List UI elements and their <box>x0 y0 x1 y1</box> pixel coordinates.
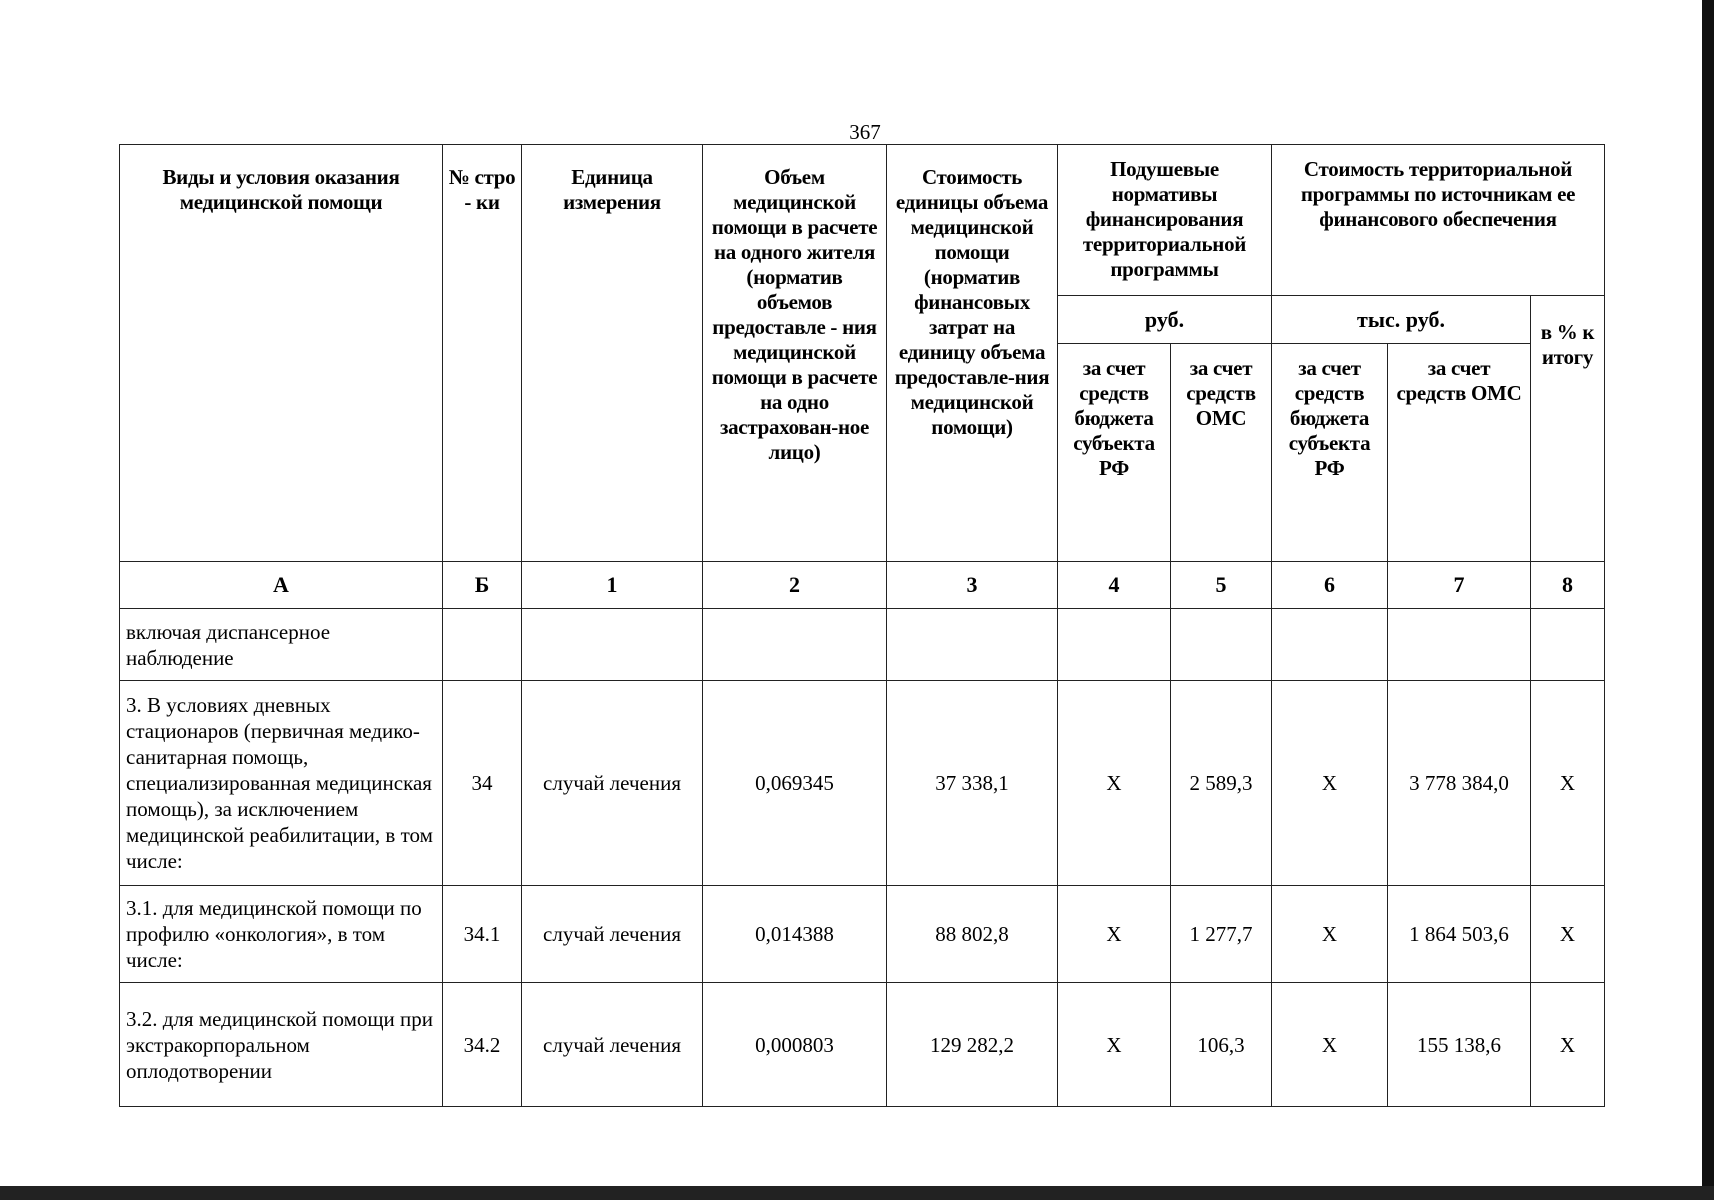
cell <box>886 608 1058 681</box>
scan-edge-bottom <box>0 1186 1714 1200</box>
cell <box>1057 608 1171 681</box>
cell-volume: 0,069345 <box>702 680 887 886</box>
cell <box>702 608 887 681</box>
financing-table: Виды и условия оказания медицинской помо… <box>119 144 1605 1107</box>
column-number: 1 <box>521 561 703 609</box>
cell-care-type: 3.1. для медицинской помощи по профилю «… <box>119 885 443 983</box>
header-oms-per-capita: за счет средств ОМС <box>1170 343 1272 562</box>
cell-care-type: 3.2. для медицинской помощи при экстрако… <box>119 982 443 1107</box>
cell-row-number: 34.2 <box>442 982 522 1107</box>
cell <box>521 608 703 681</box>
cell-unit: случай лечения <box>521 885 703 983</box>
cell-budget-cost: Х <box>1271 680 1388 886</box>
column-number: 8 <box>1530 561 1605 609</box>
cell-oms-cost: 3 778 384,0 <box>1387 680 1531 886</box>
header-unit: Единица измерения <box>521 144 703 562</box>
cell-percent: Х <box>1530 680 1605 886</box>
cell-care-type: включая диспансерное наблюдение <box>119 608 443 681</box>
header-per-capita-group: Подушевые нормативы финансирования терри… <box>1057 144 1272 296</box>
column-number: Б <box>442 561 522 609</box>
cell-percent: Х <box>1530 885 1605 983</box>
cell-budget-per-capita: Х <box>1057 885 1171 983</box>
cell <box>442 608 522 681</box>
column-number: 3 <box>886 561 1058 609</box>
cell-row-number: 34.1 <box>442 885 522 983</box>
scan-edge-right <box>1702 0 1714 1200</box>
cell-budget-per-capita: Х <box>1057 982 1171 1107</box>
header-volume: Объем медицинской помощи в расчете на од… <box>702 144 887 562</box>
cell-unit-cost: 37 338,1 <box>886 680 1058 886</box>
cell-unit-cost: 129 282,2 <box>886 982 1058 1107</box>
cell-unit: случай лечения <box>521 680 703 886</box>
cell-care-type: 3. В условиях дневных стационаров (перви… <box>119 680 443 886</box>
table-row: 3.1. для медицинской помощи по профилю «… <box>119 885 1605 983</box>
cell-oms-cost: 1 864 503,6 <box>1387 885 1531 983</box>
cell-percent: Х <box>1530 982 1605 1107</box>
cell-oms-per-capita: 1 277,7 <box>1170 885 1272 983</box>
header-percent-total: в % к итогу <box>1530 295 1605 562</box>
table-row: 3. В условиях дневных стационаров (перви… <box>119 680 1605 886</box>
header-unit-rub: руб. <box>1057 295 1272 344</box>
cell-budget-cost: Х <box>1271 982 1388 1107</box>
cell-oms-per-capita: 106,3 <box>1170 982 1272 1107</box>
cell <box>1387 608 1531 681</box>
cell <box>1170 608 1272 681</box>
cell <box>1530 608 1605 681</box>
column-number: 4 <box>1057 561 1171 609</box>
table-row: 3.2. для медицинской помощи при экстрако… <box>119 982 1605 1107</box>
cell-unit: случай лечения <box>521 982 703 1107</box>
header-unit-thousand-rub: тыс. руб. <box>1271 295 1531 344</box>
cell-volume: 0,014388 <box>702 885 887 983</box>
header-care-type: Виды и условия оказания медицинской помо… <box>119 144 443 562</box>
cell-unit-cost: 88 802,8 <box>886 885 1058 983</box>
column-number: 2 <box>702 561 887 609</box>
column-number: 6 <box>1271 561 1388 609</box>
cell-row-number: 34 <box>442 680 522 886</box>
column-number: 5 <box>1170 561 1272 609</box>
column-number: 7 <box>1387 561 1531 609</box>
header-oms-cost: за счет средств ОМС <box>1387 343 1531 562</box>
cell-budget-per-capita: Х <box>1057 680 1171 886</box>
header-program-cost-group: Стоимость территориальной программы по и… <box>1271 144 1605 296</box>
cell-volume: 0,000803 <box>702 982 887 1107</box>
cell-oms-per-capita: 2 589,3 <box>1170 680 1272 886</box>
column-number: А <box>119 561 443 609</box>
header-budget-cost: за счет средств бюджета субъекта РФ <box>1271 343 1388 562</box>
column-number-row: А Б 1 2 3 4 5 6 7 8 <box>119 561 1605 609</box>
table-row: включая диспансерное наблюдение <box>119 608 1605 681</box>
header-budget-per-capita: за счет средств бюджета субъекта РФ <box>1057 343 1171 562</box>
page-number: 367 <box>849 120 881 144</box>
header-unit-cost: Стоимость единицы объема медицинской пом… <box>886 144 1058 562</box>
cell-budget-cost: Х <box>1271 885 1388 983</box>
header-row-number: № стро - ки <box>442 144 522 562</box>
cell-oms-cost: 155 138,6 <box>1387 982 1531 1107</box>
cell <box>1271 608 1388 681</box>
